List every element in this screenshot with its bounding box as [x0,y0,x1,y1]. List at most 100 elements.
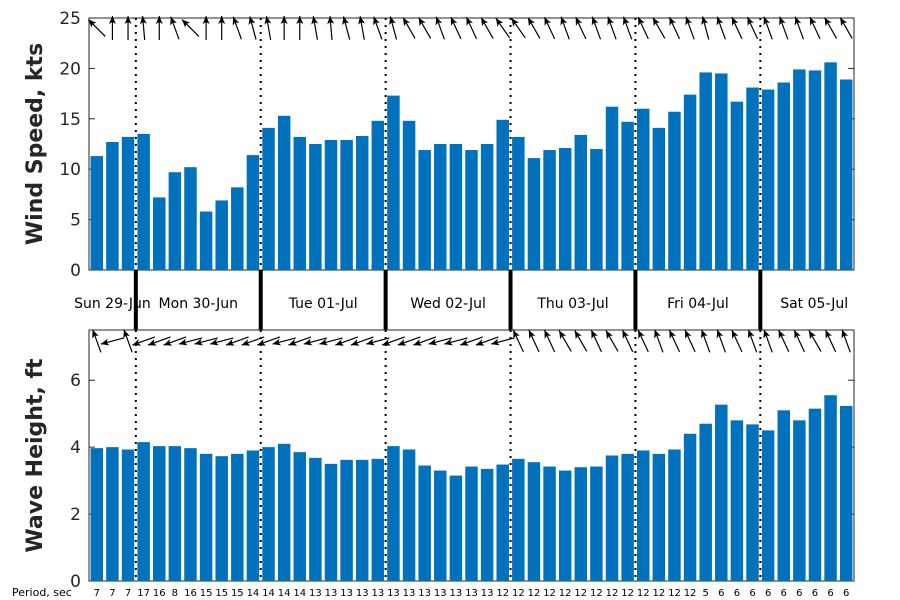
wind-bar [652,127,666,271]
wind-direction-arrow [607,16,617,40]
wind-bar [574,134,588,270]
period-value: 6 [812,588,818,599]
day-label: Fri 04-Jul [667,296,729,312]
wind-direction-arrow [311,16,319,40]
wind-direction-arrow [510,17,526,39]
wave-bar [558,470,572,581]
period-value: 6 [796,588,802,599]
wind-direction-arrow [591,16,602,40]
period-value: 13 [309,588,322,599]
wind-bar [590,149,603,270]
wave-bar [153,446,166,581]
wave-bar [808,408,822,581]
wave-bar [121,449,135,581]
wind-bar [839,79,853,271]
wave-bar [465,466,478,581]
wave-ytick-label: 4 [70,438,81,458]
wave-bar [106,447,119,581]
wave-bar [543,466,556,581]
wave-bar [574,467,588,581]
wave-bar [715,404,728,581]
period-value: 12 [668,588,681,599]
day-label-strip: Sun 29-Jun Mon 30-Jun Tue 01-Jul Wed 02-Jul… [74,270,848,330]
wave-direction-arrow [668,329,681,353]
wind-direction-arrow [685,16,695,40]
wave-ylabel: Wave Height, ft [23,358,48,553]
period-value: 15 [200,588,213,599]
wave-direction-arrow [605,330,619,352]
period-value: 13 [465,588,478,599]
wind-bar [137,133,150,270]
period-value: 6 [765,588,771,599]
wind-bar [293,136,307,270]
wind-bar [168,172,182,270]
wind-bar [543,150,556,270]
wave-bar [199,453,213,581]
period-value: 12 [590,588,603,599]
period-value: 13 [434,588,447,599]
wave-bar [699,423,712,581]
wind-direction-arrow [480,17,494,39]
period-value: 13 [387,588,400,599]
wind-direction-arrow [170,16,180,40]
wind-direction-arrow [779,16,789,40]
wind-direction-arrow [155,16,163,40]
wind-direction-arrow [824,17,838,39]
wind-bar [480,144,494,270]
period-value: 6 [734,588,740,599]
wind-bar [106,141,119,270]
wave-bar [137,442,150,581]
period-value: 15 [231,588,244,599]
wave-bar [402,449,416,581]
wave-bar [496,464,509,581]
wave-bar [621,453,634,581]
wind-direction-arrow [716,16,726,40]
wave-direction-arrow [350,336,374,346]
wind-bar [730,101,744,270]
wave-bar [184,448,197,581]
wind-bar [184,167,197,270]
wave-direction-arrow [793,329,805,353]
wave-bar [340,459,353,581]
wave-ytick-label: 2 [70,505,81,525]
period-value: 13 [403,588,416,599]
wind-bar [558,148,572,270]
wind-bar [215,200,228,270]
wave-bar [668,449,681,581]
wind-bar [355,135,369,270]
wind-direction-arrow [668,16,681,40]
wave-direction-arrow [288,336,312,346]
wind-bar [262,127,275,271]
wave-bar [434,470,447,581]
wave-direction-arrow [381,336,405,346]
wave-direction-arrow [654,329,664,353]
wind-bar [527,158,541,270]
wind-bar [746,87,759,270]
wind-direction-arrow [280,16,288,40]
period-value: 12 [528,588,541,599]
wave-direction-arrow [209,337,234,346]
wave-direction-arrow [590,329,603,353]
wind-direction-arrow [202,16,210,40]
wave-bar [90,448,104,581]
wind-direction-arrow [218,16,226,40]
period-value: 12 [559,588,572,599]
wave-direction-arrow [808,330,822,352]
wind-speed-panel: 0 5 10 15 20 25 Wind Speed, kts [23,9,855,281]
wave-direction-arrow [747,329,758,353]
wind-direction-arrow [622,16,633,40]
wave-direction-arrow [763,329,773,353]
wind-bar [793,69,806,270]
wave-bar [309,457,322,581]
wind-bar [434,144,447,270]
wind-ytick-label: 25 [59,9,81,29]
wind-direction-arrow [342,16,351,40]
period-value: 6 [718,588,724,599]
period-value: 12 [496,588,509,599]
wind-direction-arrow [139,15,147,41]
wave-bar [215,456,228,581]
wave-direction-arrow [824,329,837,353]
period-value: 13 [450,588,463,599]
wave-bar [371,458,385,581]
